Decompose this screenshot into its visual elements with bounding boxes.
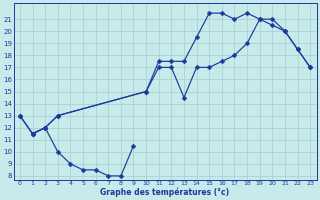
X-axis label: Graphe des températures (°c): Graphe des températures (°c) bbox=[100, 187, 230, 197]
